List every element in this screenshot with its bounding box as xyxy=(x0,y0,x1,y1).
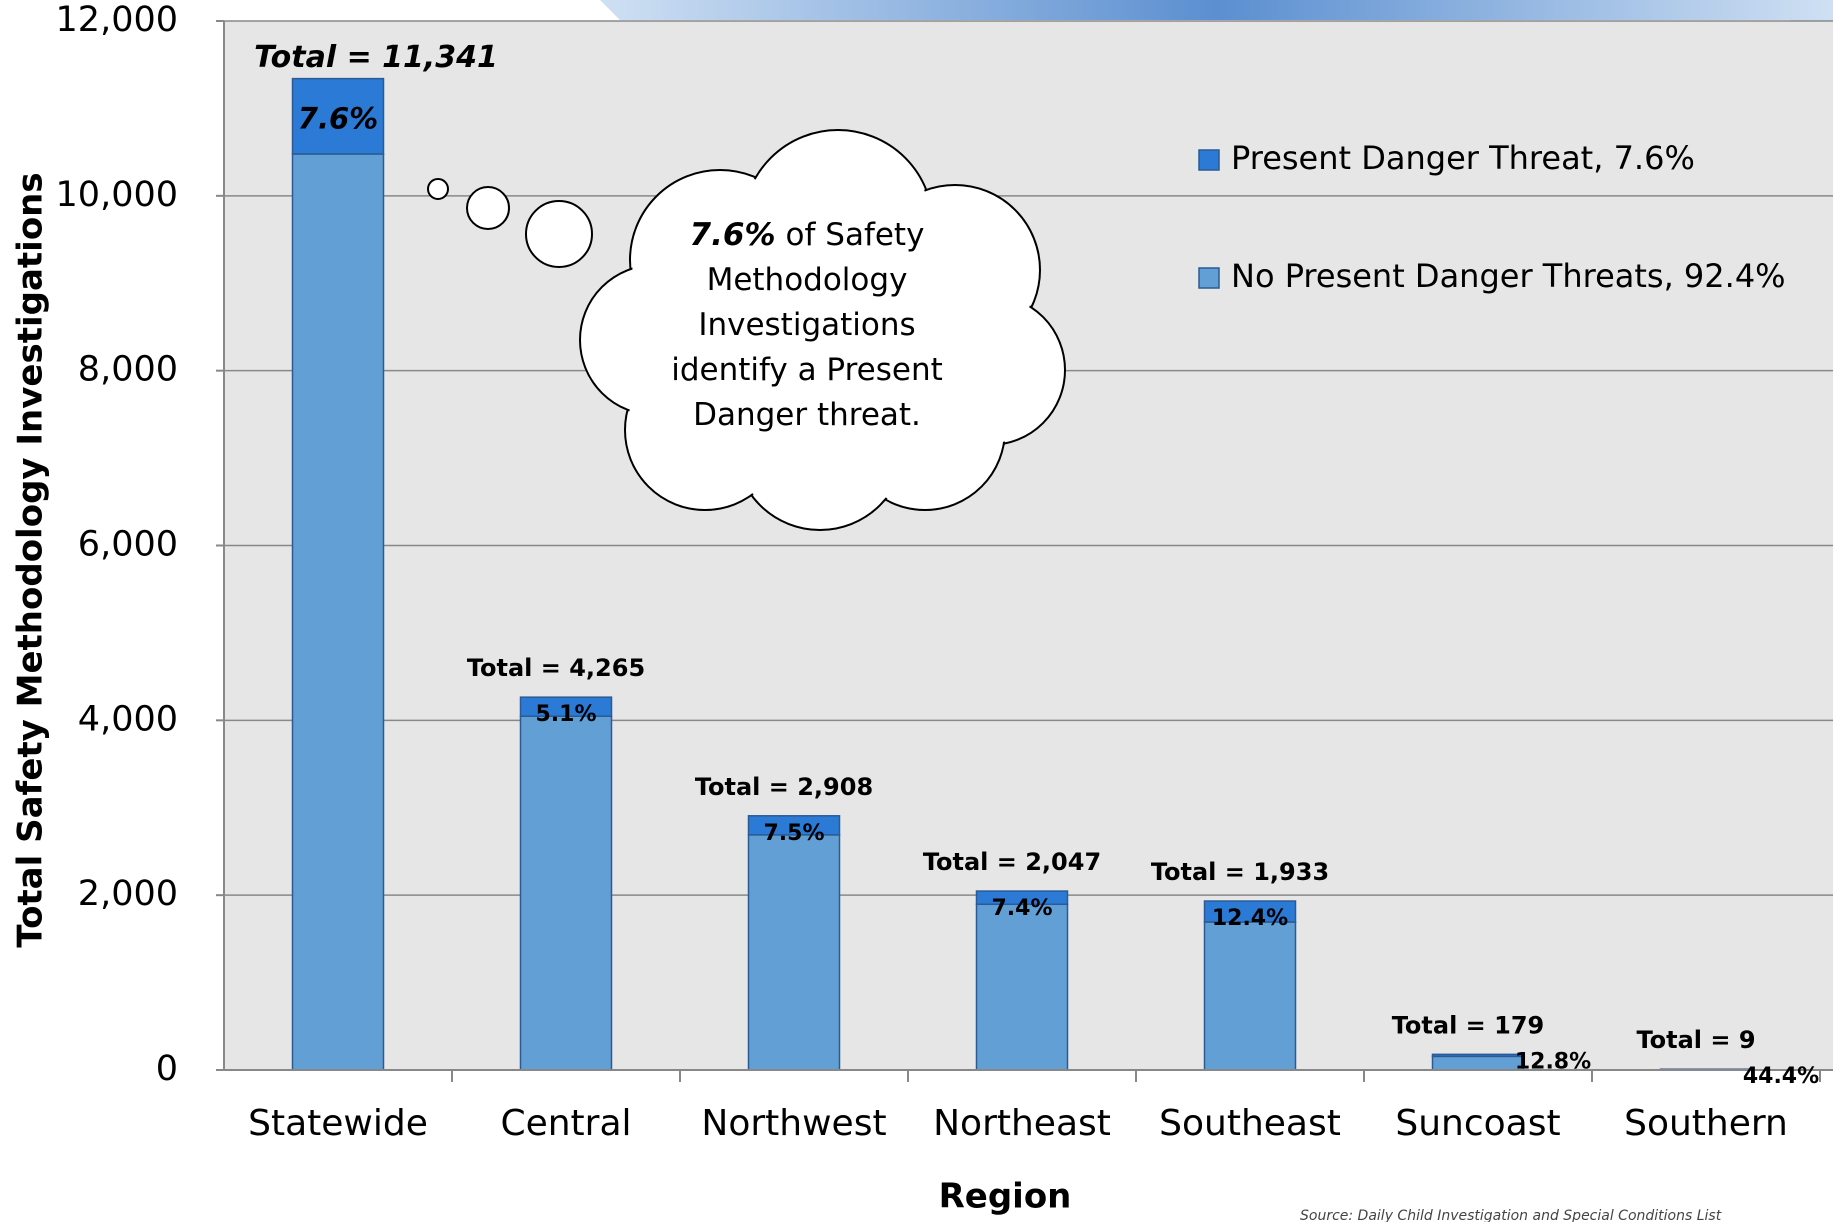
total-label: Total = 4,265 xyxy=(467,654,645,682)
callout-text: 7.6% of Safety Methodology Investigations id… xyxy=(671,217,943,433)
x-tick-label: Statewide xyxy=(248,1103,428,1144)
bar-segment xyxy=(1433,1054,1524,1056)
callout-emphasis: 7.6% xyxy=(690,217,776,253)
x-tick-label: Suncoast xyxy=(1395,1103,1560,1144)
callout-line: Investigations xyxy=(698,307,915,343)
y-tick-label: 2,000 xyxy=(78,874,178,914)
x-tick-label: Northwest xyxy=(701,1103,886,1144)
y-tick-label: 12,000 xyxy=(56,0,178,40)
percent-label: 7.5% xyxy=(763,821,824,846)
bar-segment xyxy=(1433,1056,1524,1070)
callout-line: Danger threat. xyxy=(693,397,921,433)
y-tick-label: 6,000 xyxy=(78,525,178,565)
y-tick-label: 8,000 xyxy=(78,350,178,390)
y-axis-title: Total Safety Methodology Investigations xyxy=(11,172,51,947)
legend-label: Present Danger Threat, 7.6% xyxy=(1231,139,1695,177)
total-label: Total = 2,047 xyxy=(923,848,1101,876)
bar-segment xyxy=(293,154,384,1070)
bar-segment xyxy=(977,904,1068,1070)
percent-label: 12.8% xyxy=(1515,1049,1591,1074)
total-label: Total = 1,933 xyxy=(1151,858,1329,886)
percent-label: 44.4% xyxy=(1743,1064,1819,1089)
x-axis-title: Region xyxy=(939,1177,1072,1217)
bar-segment xyxy=(749,835,840,1070)
total-label: Total = 9 xyxy=(1636,1026,1755,1054)
bar-segment xyxy=(1205,922,1296,1070)
y-tick-label: 4,000 xyxy=(78,699,178,739)
y-tick-label: 10,000 xyxy=(56,175,178,215)
percent-label: 7.4% xyxy=(991,896,1052,921)
bar-segment xyxy=(521,716,612,1070)
x-tick-label: Northeast xyxy=(933,1103,1111,1144)
total-label: Total = 179 xyxy=(1392,1011,1544,1039)
source-note: Source: Daily Child Investigation and Sp… xyxy=(1300,1208,1722,1222)
total-label: Total = 11,341 xyxy=(254,40,498,75)
legend-swatch xyxy=(1199,150,1219,170)
callout-line: identify a Present xyxy=(671,352,943,388)
legend-swatch xyxy=(1199,268,1219,288)
percent-label: 7.6% xyxy=(298,102,378,136)
legend-label: No Present Danger Threats, 92.4% xyxy=(1231,257,1786,295)
y-tick-label: 0 xyxy=(156,1049,178,1089)
chart: 7.6% of Safety Methodology Investigations id… xyxy=(0,0,1833,1222)
x-tick-label: Southern xyxy=(1624,1103,1788,1144)
callout-line: Methodology xyxy=(707,262,908,298)
percent-label: 12.4% xyxy=(1212,906,1288,931)
x-tick-label: Central xyxy=(500,1103,631,1144)
callout-line: of Safety xyxy=(786,217,925,253)
total-label: Total = 2,908 xyxy=(695,773,873,801)
x-tick-label: Southeast xyxy=(1159,1103,1341,1144)
percent-label: 5.1% xyxy=(535,702,596,727)
